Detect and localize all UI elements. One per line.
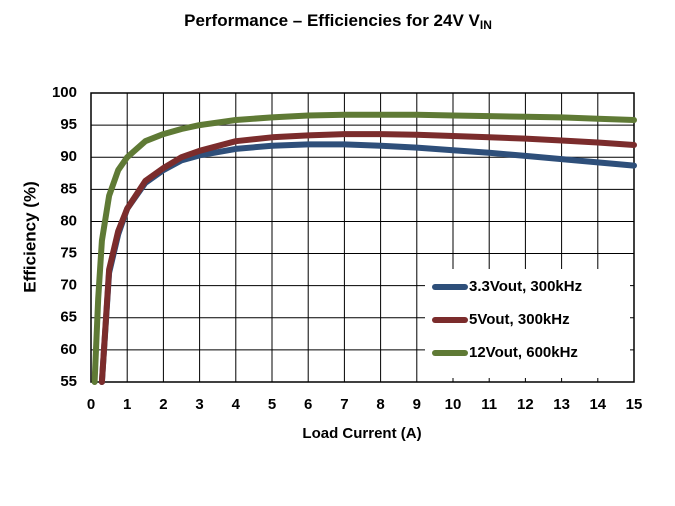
x-tick-label: 8	[376, 396, 384, 413]
x-tick-label: 6	[304, 396, 312, 413]
legend-label: 12Vout, 600kHz	[469, 344, 578, 361]
x-tick-label: 0	[87, 396, 95, 413]
y-axis-label: Efficiency (%)	[20, 181, 39, 292]
y-tick-label: 65	[60, 309, 77, 326]
y-tick-label: 60	[60, 341, 77, 358]
x-tick-label: 3	[195, 396, 203, 413]
series-line	[98, 131, 637, 385]
legend-label: 5Vout, 300kHz	[469, 311, 570, 328]
legend-label: 3.3Vout, 300kHz	[469, 278, 582, 295]
x-tick-label: 13	[553, 396, 570, 413]
x-axis-label: Load Current (A)	[302, 425, 421, 442]
x-tick-label: 2	[159, 396, 167, 413]
title-main: Performance – Efficiencies for 24V V	[184, 11, 480, 30]
y-tick-label: 100	[52, 84, 77, 101]
x-tick-label: 7	[340, 396, 348, 413]
y-tick-label: 75	[60, 245, 77, 262]
y-tick-label: 85	[60, 180, 77, 197]
x-tick-label: 5	[268, 396, 276, 413]
x-tick-label: 11	[481, 396, 497, 413]
series-line	[91, 111, 637, 385]
plot-border	[90, 92, 635, 383]
x-tick-label: 14	[589, 396, 606, 413]
chart-title: Performance – Efficiencies for 24V VIN	[184, 11, 492, 32]
y-tick-label: 55	[60, 373, 77, 390]
x-tick-label: 9	[413, 396, 421, 413]
title-subscript: IN	[480, 18, 492, 32]
y-tick-label: 95	[60, 116, 77, 133]
x-tick-label: 15	[626, 396, 643, 413]
x-tick-label: 10	[445, 396, 462, 413]
x-tick-label: 12	[517, 396, 534, 413]
y-tick-label: 70	[60, 277, 77, 294]
x-tick-label: 1	[123, 396, 131, 413]
y-tick-label: 80	[60, 212, 77, 229]
y-tick-label: 90	[60, 148, 77, 165]
x-tick-label: 4	[232, 396, 241, 413]
